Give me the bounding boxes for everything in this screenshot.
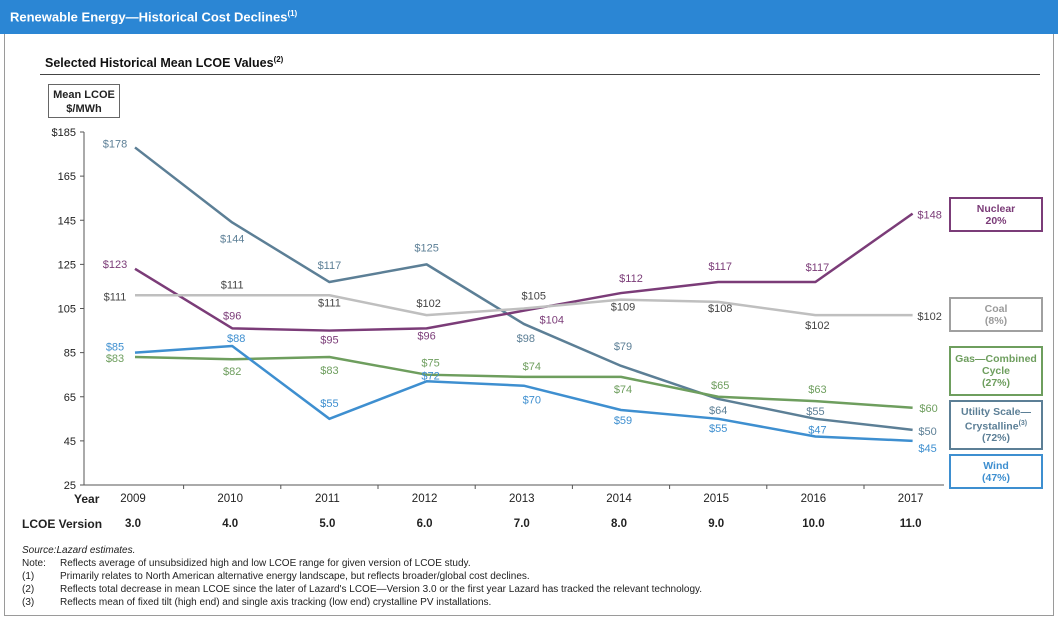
data-label-utility: $125: [414, 242, 438, 254]
series-line-gas: [134, 355, 913, 410]
data-label-coal: $102: [416, 298, 440, 310]
data-label-utility: $55: [806, 406, 824, 418]
data-label-nuclear: $117: [806, 262, 830, 274]
data-label-wind: $85: [106, 342, 124, 354]
data-label-wind: $88: [227, 333, 245, 345]
data-label-nuclear: $96: [417, 330, 435, 342]
x-tick-label: 2015: [703, 493, 729, 505]
series-line-nuclear: [134, 212, 914, 332]
data-label-coal: $108: [708, 303, 732, 315]
data-label-wind: $45: [918, 443, 936, 455]
version-label: 8.0: [611, 518, 627, 530]
content-frame: [4, 34, 1054, 616]
data-label-utility: $50: [918, 426, 936, 438]
data-label-gas: $63: [808, 384, 826, 396]
data-label-coal: $111: [221, 279, 244, 291]
legend-gas: Gas—Combined Cycle (27%): [949, 346, 1043, 396]
data-label-wind: $55: [709, 423, 727, 435]
data-label-gas: $75: [421, 358, 439, 370]
x-tick-label: 2016: [801, 493, 827, 505]
footnote-3: (3) Reflects mean of fixed tilt (high end…: [22, 597, 492, 608]
data-label-nuclear: $112: [619, 273, 643, 285]
unit-line-1: Mean LCOE: [53, 89, 115, 101]
legend-utility-scale: Utility Scale— Crystalline(3) (72%): [949, 400, 1043, 450]
series-line-wind: [134, 344, 913, 443]
version-label: 5.0: [319, 518, 335, 530]
data-label-nuclear: $104: [540, 315, 564, 327]
data-label-wind: $55: [320, 398, 338, 410]
footnote-1: (1) Primarily relates to North American a…: [22, 571, 530, 582]
x-tick-label: 2010: [217, 493, 243, 505]
y-tick-label: 165: [58, 171, 76, 183]
data-label-utility: $117: [318, 260, 342, 272]
data-label-coal: $111: [104, 291, 127, 303]
y-tick-label: 45: [64, 436, 76, 448]
chart-title: Selected Historical Mean LCOE Values(2): [45, 55, 284, 71]
data-label-utility: $144: [220, 233, 244, 245]
series-line-coal: [135, 294, 913, 317]
version-label: 4.0: [222, 518, 238, 530]
unit-box: Mean LCOE $/MWh: [48, 84, 120, 118]
x-tick-label: 2012: [412, 493, 438, 505]
y-tick-label: $185: [52, 127, 76, 139]
x-tick-label: 2013: [509, 493, 535, 505]
data-label-utility: $178: [103, 138, 127, 150]
data-label-wind: $72: [421, 370, 439, 382]
data-label-gas: $60: [919, 403, 937, 415]
series-line-utility: [134, 146, 913, 432]
data-label-gas: $65: [711, 380, 729, 392]
x-tick-label: 2017: [898, 493, 924, 505]
data-label-coal: $102: [917, 311, 941, 323]
title-divider: [40, 74, 1040, 75]
data-label-utility: $64: [709, 405, 727, 417]
y-tick-label: 105: [58, 304, 76, 316]
x-tick-label: 2014: [606, 493, 632, 505]
data-label-gas: $83: [106, 353, 124, 365]
data-label-wind: $59: [614, 415, 632, 427]
data-label-nuclear: $117: [708, 261, 732, 273]
general-note: Note: Reflects average of unsubsidized hi…: [22, 558, 471, 569]
data-label-wind: $47: [808, 424, 826, 436]
page-title: Renewable Energy—Historical Cost Decline…: [10, 9, 298, 25]
data-label-utility: $98: [517, 333, 535, 345]
footnotes: Source: Lazard estimates. Note: Reflects a…: [22, 544, 702, 609]
version-label: 11.0: [900, 518, 922, 530]
year-row-label: Year: [74, 492, 100, 506]
version-label: 7.0: [514, 518, 530, 530]
y-tick-label: 85: [64, 348, 76, 360]
y-tick-label: 125: [58, 259, 76, 271]
data-label-gas: $82: [223, 366, 241, 378]
x-tick-label: 2009: [120, 493, 146, 505]
version-row-label: LCOE Version: [22, 517, 103, 531]
data-label-nuclear: $95: [320, 335, 338, 347]
data-label-nuclear: $123: [103, 259, 127, 271]
data-label-gas: $74: [614, 384, 632, 396]
x-tick-label: 2011: [315, 493, 340, 505]
legend-coal: Coal (8%): [949, 297, 1043, 332]
source-note: Source: Lazard estimates.: [22, 545, 136, 556]
data-label-gas: $74: [523, 361, 541, 373]
data-label-nuclear: $96: [223, 310, 241, 322]
y-tick-label: 65: [64, 392, 76, 404]
version-label: 9.0: [708, 518, 724, 530]
footnote-2: (2) Reflects total decrease in mean LCOE …: [22, 584, 703, 595]
data-label-coal: $109: [611, 302, 635, 314]
data-label-nuclear: $148: [917, 210, 941, 222]
data-label-wind: $70: [523, 395, 541, 407]
data-label-utility: $79: [614, 341, 632, 353]
data-label-coal: $105: [522, 291, 546, 303]
y-tick-label: 145: [58, 215, 76, 227]
header-bar: Renewable Energy—Historical Cost Decline…: [0, 0, 1058, 34]
data-label-coal: $102: [805, 320, 829, 332]
y-tick-label: 25: [64, 480, 76, 492]
version-label: 3.0: [125, 518, 141, 530]
legend-nuclear: Nuclear 20%: [949, 197, 1043, 232]
legend-wind: Wind (47%): [949, 454, 1043, 489]
data-label-gas: $83: [320, 365, 338, 377]
version-label: 6.0: [417, 518, 433, 530]
data-label-coal: $111: [318, 297, 341, 309]
unit-line-2: $/MWh: [66, 103, 102, 115]
version-label: 10.0: [802, 518, 824, 530]
